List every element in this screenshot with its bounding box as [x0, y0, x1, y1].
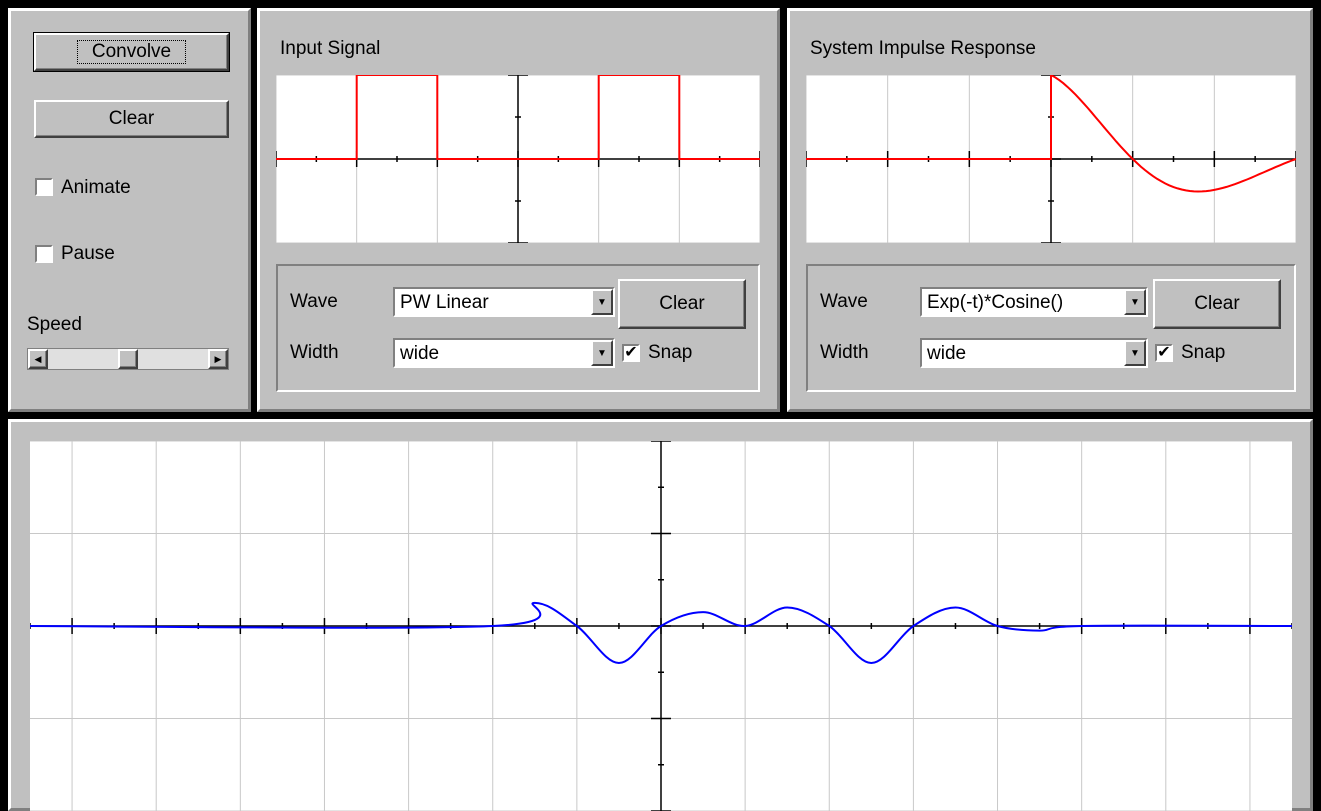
input-signal-plot[interactable] — [276, 75, 760, 243]
output-line — [30, 601, 1292, 665]
input-clear-button-label: Clear — [659, 293, 705, 314]
clear-all-button[interactable]: Clear — [34, 100, 229, 138]
input-snap-label: Snap — [648, 342, 693, 363]
impulse-response-graph[interactable] — [806, 75, 1296, 243]
chevron-down-icon[interactable]: ▼ — [591, 289, 613, 315]
clear-all-button-label: Clear — [108, 108, 155, 129]
input-signal-graph[interactable] — [276, 75, 760, 243]
control-panel: Convolve Clear Animate Pause Speed ◀ ▶ — [8, 8, 251, 412]
impulse-width-value: wide — [927, 343, 967, 364]
input-wave-settings: Wave PW Linear ▼ Clear Width wide ▼ ✔ Sn… — [276, 264, 760, 392]
input-signal-panel: Input Signal Wave PW Linear ▼ Clear Widt… — [257, 8, 780, 412]
pause-checkbox[interactable] — [35, 245, 53, 263]
output-plot — [30, 441, 1292, 811]
impulse-width-select[interactable]: wide ▼ — [920, 338, 1148, 368]
animate-checkbox[interactable] — [35, 178, 53, 196]
impulse-width-label: Width — [820, 342, 869, 363]
input-snap-checkbox[interactable]: ✔ — [622, 344, 640, 362]
impulse-snap-label: Snap — [1181, 342, 1226, 363]
scroll-thumb[interactable] — [118, 349, 138, 369]
impulse-snap-checkbox[interactable]: ✔ — [1155, 344, 1173, 362]
chevron-down-icon[interactable]: ▼ — [1124, 289, 1146, 315]
input-signal-line — [276, 75, 760, 160]
speed-label: Speed — [27, 314, 82, 335]
scroll-right-button[interactable]: ▶ — [208, 349, 228, 369]
chevron-down-icon[interactable]: ▼ — [591, 340, 613, 366]
input-width-value: wide — [400, 343, 440, 364]
impulse-response-line — [806, 75, 1296, 193]
impulse-clear-button-label: Clear — [1194, 293, 1240, 314]
convolve-button-label: Convolve — [76, 40, 187, 64]
input-width-label: Width — [290, 342, 339, 363]
input-wave-label: Wave — [290, 291, 338, 312]
convolve-button[interactable]: Convolve — [33, 32, 230, 72]
input-clear-button[interactable]: Clear — [618, 279, 746, 329]
input-width-select[interactable]: wide ▼ — [393, 338, 615, 368]
scroll-left-button[interactable]: ◀ — [28, 349, 48, 369]
impulse-wave-select[interactable]: Exp(-t)*Cosine() ▼ — [920, 287, 1148, 317]
animate-label: Animate — [61, 177, 131, 198]
impulse-clear-button[interactable]: Clear — [1153, 279, 1281, 329]
input-wave-value: PW Linear — [400, 292, 489, 313]
impulse-wave-value: Exp(-t)*Cosine() — [927, 292, 1064, 313]
speed-scrollbar[interactable]: ◀ ▶ — [27, 348, 229, 370]
impulse-response-title: System Impulse Response — [810, 38, 1036, 59]
chevron-down-icon[interactable]: ▼ — [1124, 340, 1146, 366]
impulse-response-panel: System Impulse Response Wave Exp(-t)*Cos… — [787, 8, 1313, 412]
impulse-wave-label: Wave — [820, 291, 868, 312]
input-signal-title: Input Signal — [280, 38, 381, 59]
pause-label: Pause — [61, 243, 115, 264]
input-wave-select[interactable]: PW Linear ▼ — [393, 287, 615, 317]
impulse-response-plot[interactable] — [806, 75, 1296, 243]
output-graph — [30, 441, 1292, 811]
output-panel — [8, 419, 1313, 811]
impulse-wave-settings: Wave Exp(-t)*Cosine() ▼ Clear Width wide… — [806, 264, 1296, 392]
